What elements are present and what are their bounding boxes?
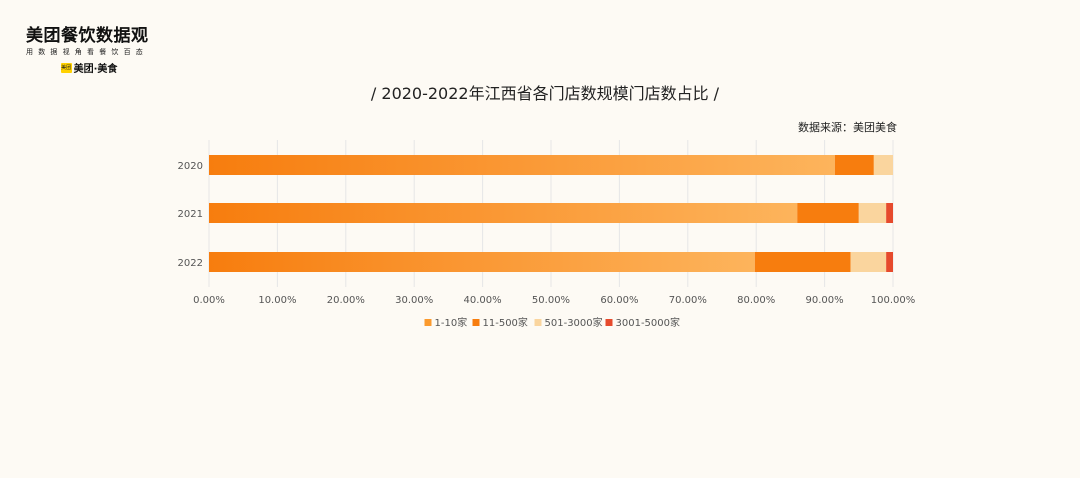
- x-tick-label: 50.00%: [532, 295, 570, 306]
- bar-segment: [886, 252, 893, 272]
- bar-segment: [209, 155, 835, 175]
- logo-title: 美团餐饮数据观: [26, 26, 149, 46]
- data-source: 数据来源：美团美食: [798, 121, 897, 134]
- logo: 美团餐饮数据观 用数据视角看餐饮百态 美团 美团·美食: [26, 26, 166, 75]
- y-category-label: 2020: [178, 161, 203, 172]
- brand-row: 美团 美团·美食: [26, 60, 152, 75]
- x-tick-label: 60.00%: [600, 295, 638, 306]
- legend-label: 11-500家: [483, 316, 528, 329]
- bar-segment: [850, 252, 887, 272]
- bar-segment: [209, 203, 798, 223]
- x-tick-label: 40.00%: [464, 295, 502, 306]
- x-tick-label: 30.00%: [395, 295, 433, 306]
- x-tick-label: 90.00%: [806, 295, 844, 306]
- legend-swatch: [534, 319, 542, 326]
- x-tick-label: 80.00%: [737, 295, 775, 306]
- bar-segment: [886, 203, 893, 223]
- chart-title: / 2020-2022年江西省各门店数规模门店数占比 /: [370, 84, 720, 103]
- legend-swatch: [605, 319, 613, 326]
- y-category-label: 2022: [178, 258, 203, 269]
- x-tick-label: 10.00%: [258, 295, 296, 306]
- legend-label: 501-3000家: [545, 316, 603, 329]
- bar-segment: [873, 155, 893, 175]
- bar-segment: [754, 252, 851, 272]
- legend-label: 3001-5000家: [616, 316, 681, 329]
- x-tick-label: 70.00%: [669, 295, 707, 306]
- legend-swatch: [424, 319, 432, 326]
- brand-name: 美团·美食: [73, 64, 118, 75]
- legend-label: 1-10家: [435, 316, 468, 329]
- x-tick-label: 20.00%: [327, 295, 365, 306]
- logo-tagline: 用数据视角看餐饮百态: [26, 48, 148, 56]
- x-tick-label: 0.00%: [193, 295, 225, 306]
- bar-segment: [797, 203, 859, 223]
- bar-segment: [834, 155, 874, 175]
- legend-swatch: [472, 319, 480, 326]
- bar-segment: [858, 203, 887, 223]
- bar-segment: [209, 252, 755, 272]
- x-tick-label: 100.00%: [871, 295, 916, 306]
- y-category-label: 2021: [178, 209, 203, 220]
- meituan-badge-icon: 美团: [60, 62, 72, 73]
